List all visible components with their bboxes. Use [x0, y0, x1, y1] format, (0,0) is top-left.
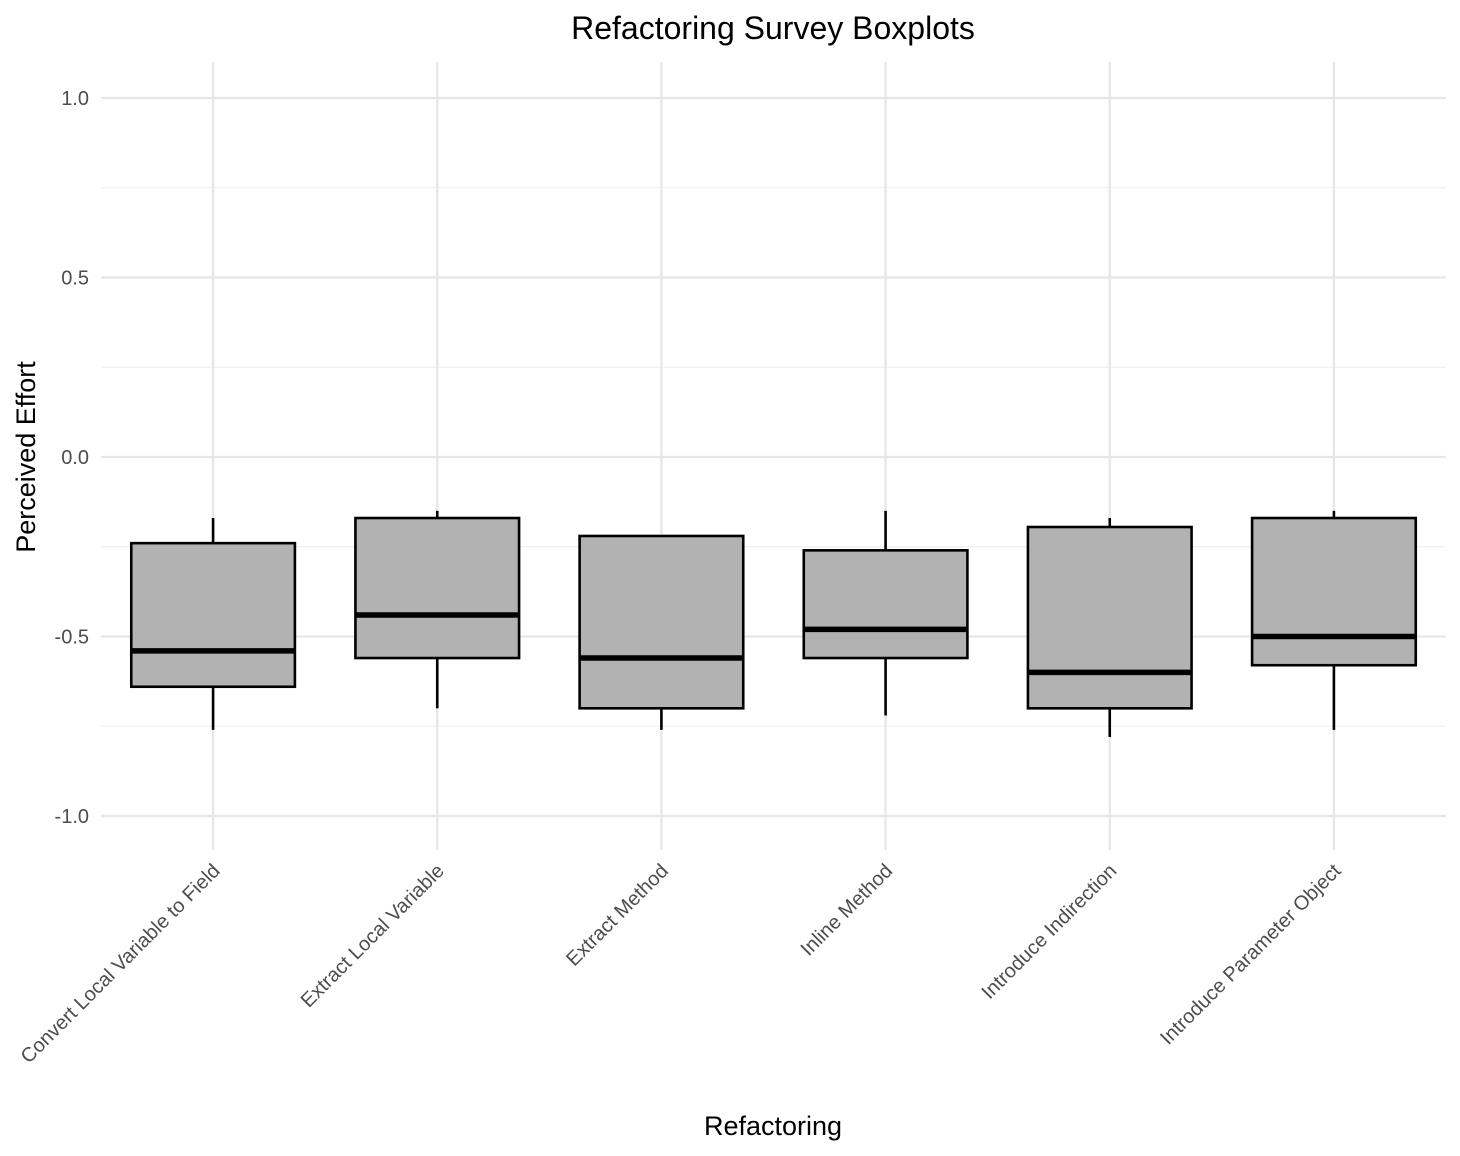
y-tick-label: -1.0 — [55, 806, 89, 828]
box-group — [354, 510, 521, 709]
x-tick-label: Inline Method — [797, 860, 897, 960]
y-tick-label: -0.5 — [55, 627, 89, 649]
x-tick-label: Extract Method — [562, 860, 673, 971]
x-tick-label: Convert Local Variable to Field — [17, 860, 225, 1068]
box-iqr — [578, 534, 745, 710]
box-group — [578, 534, 745, 730]
box-iqr — [1026, 525, 1193, 710]
box-iqr — [129, 541, 297, 689]
x-tick-label: Extract Local Variable — [297, 860, 449, 1012]
box-layer — [129, 510, 1418, 738]
grid-layer — [101, 62, 1446, 850]
box-iqr — [354, 516, 521, 660]
box-iqr — [1250, 516, 1418, 667]
x-axis-title: Refactoring — [704, 1111, 842, 1141]
x-tick-label: Introduce Parameter Object — [1156, 860, 1346, 1050]
box-group — [129, 518, 297, 730]
x-tick-labels: Convert Local Variable to Field Extract L… — [17, 860, 1346, 1068]
box-group — [1250, 510, 1418, 730]
x-tick-label: Introduce Indirection — [978, 860, 1122, 1004]
y-tick-labels: -1.0 -0.5 0.0 0.5 1.0 — [55, 88, 89, 828]
y-tick-label: 0.0 — [61, 447, 89, 469]
y-tick-label: 0.5 — [61, 268, 89, 290]
chart-title: Refactoring Survey Boxplots — [571, 10, 975, 46]
box-iqr — [802, 549, 969, 660]
y-tick-label: 1.0 — [61, 88, 89, 110]
box-group — [802, 510, 969, 716]
box-group — [1026, 518, 1193, 738]
y-axis-title: Perceived Effort — [11, 361, 41, 553]
